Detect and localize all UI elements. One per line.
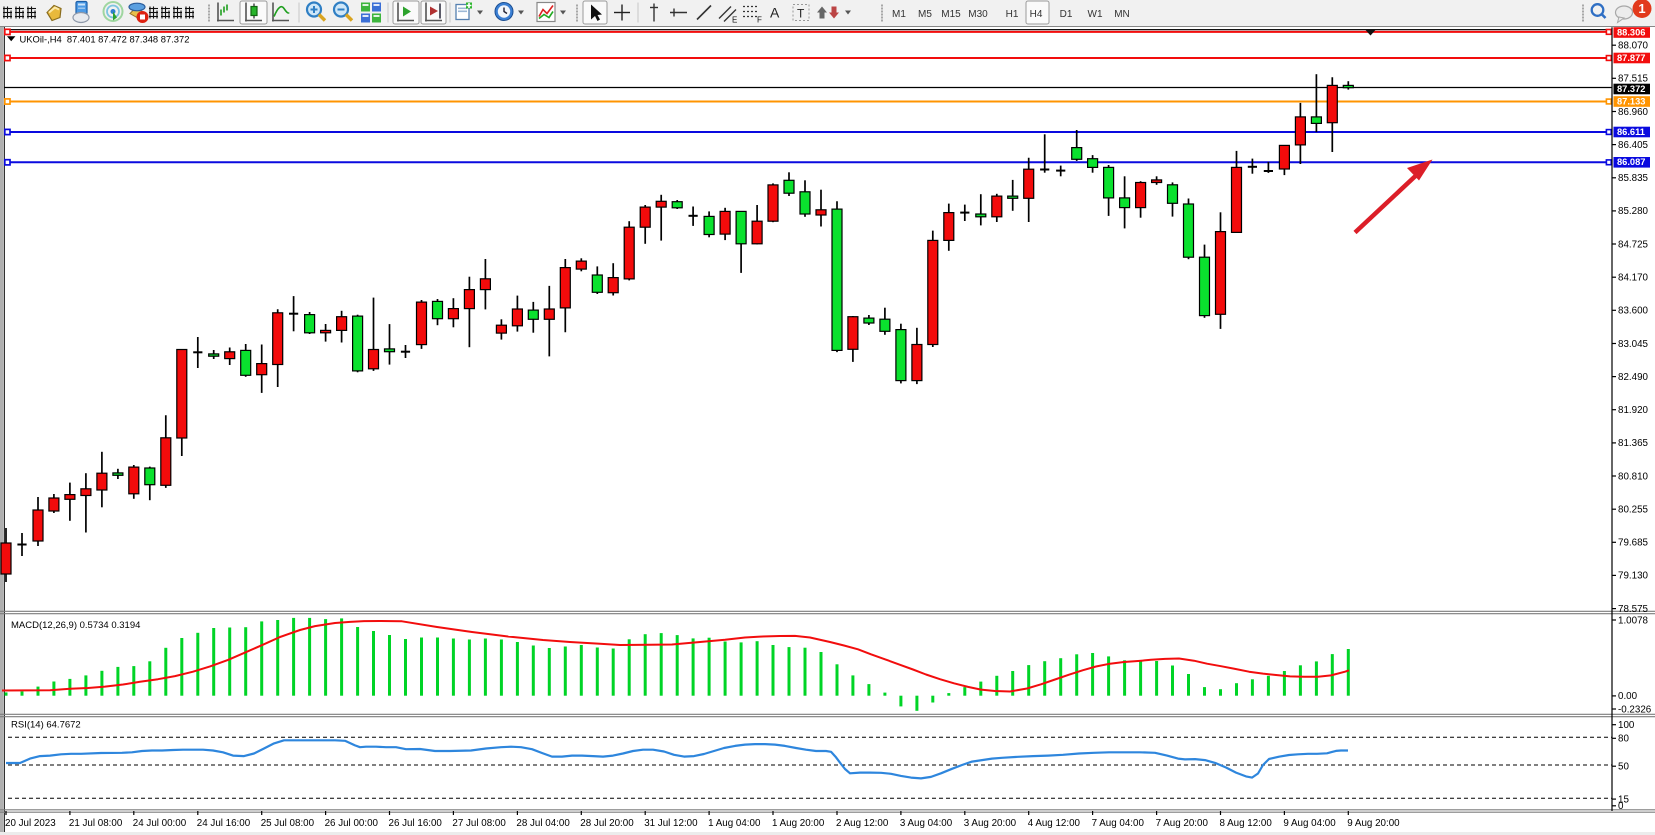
svg-text:81.920: 81.920 xyxy=(1618,405,1649,416)
svg-text:0: 0 xyxy=(1618,801,1624,812)
svg-text:86.405: 86.405 xyxy=(1618,140,1649,151)
svg-text:MACD(12,26,9) 0.5734 0.3194: MACD(12,26,9) 0.5734 0.3194 xyxy=(11,620,140,631)
svg-text:RSI(14) 64.7672: RSI(14) 64.7672 xyxy=(11,720,81,731)
svg-text:M30: M30 xyxy=(968,9,988,20)
svg-text:1 Aug 04:00: 1 Aug 04:00 xyxy=(708,818,761,829)
svg-text:1.0078: 1.0078 xyxy=(1618,615,1649,626)
svg-text:W1: W1 xyxy=(1088,9,1103,20)
svg-text:80.255: 80.255 xyxy=(1618,505,1649,516)
svg-text:50: 50 xyxy=(1618,762,1629,773)
svg-text:8 Aug 12:00: 8 Aug 12:00 xyxy=(1220,818,1273,829)
svg-text:M15: M15 xyxy=(941,9,961,20)
svg-text:87.515: 87.515 xyxy=(1618,74,1649,85)
svg-text:83.045: 83.045 xyxy=(1618,339,1649,350)
svg-text:H4: H4 xyxy=(1030,9,1043,20)
svg-text:31 Jul 12:00: 31 Jul 12:00 xyxy=(644,818,698,829)
svg-text:88.306: 88.306 xyxy=(1617,27,1645,37)
svg-text:0.00: 0.00 xyxy=(1618,691,1638,702)
svg-text:88.070: 88.070 xyxy=(1618,41,1649,52)
svg-text:100: 100 xyxy=(1618,720,1635,731)
svg-text:M1: M1 xyxy=(892,9,906,20)
svg-text:24 Jul 16:00: 24 Jul 16:00 xyxy=(197,818,251,829)
svg-text:3 Aug 04:00: 3 Aug 04:00 xyxy=(900,818,953,829)
svg-text:86.611: 86.611 xyxy=(1617,127,1645,137)
svg-text:24 Jul 00:00: 24 Jul 00:00 xyxy=(133,818,187,829)
svg-text:86.087: 86.087 xyxy=(1617,157,1645,167)
svg-text:84.725: 84.725 xyxy=(1618,239,1649,250)
svg-text:28 Jul 20:00: 28 Jul 20:00 xyxy=(580,818,634,829)
svg-text:7 Aug 20:00: 7 Aug 20:00 xyxy=(1156,818,1209,829)
svg-text:UKOil-,H4 87.401 87.472 87.34: UKOil-,H4 87.401 87.472 87.348 87.372 xyxy=(20,34,190,45)
svg-text:1: 1 xyxy=(1638,1,1645,16)
svg-text:7 Aug 04:00: 7 Aug 04:00 xyxy=(1092,818,1145,829)
svg-text:87.372: 87.372 xyxy=(1617,84,1645,94)
svg-text:78.575: 78.575 xyxy=(1618,604,1649,615)
svg-text:9 Aug 20:00: 9 Aug 20:00 xyxy=(1347,818,1400,829)
svg-text:20 Jul 2023: 20 Jul 2023 xyxy=(5,818,56,829)
svg-text:85.280: 85.280 xyxy=(1618,206,1649,217)
svg-text:26 Jul 00:00: 26 Jul 00:00 xyxy=(325,818,379,829)
svg-text:21 Jul 08:00: 21 Jul 08:00 xyxy=(69,818,123,829)
svg-text:84.170: 84.170 xyxy=(1618,273,1649,284)
svg-text:80: 80 xyxy=(1618,734,1629,745)
svg-text:86.960: 86.960 xyxy=(1618,107,1649,118)
svg-text:H1: H1 xyxy=(1006,9,1019,20)
svg-text:F: F xyxy=(757,16,762,25)
svg-text:27 Jul 08:00: 27 Jul 08:00 xyxy=(452,818,506,829)
svg-text:2 Aug 12:00: 2 Aug 12:00 xyxy=(836,818,889,829)
svg-text:-0.2326: -0.2326 xyxy=(1618,704,1652,715)
svg-text:26 Jul 16:00: 26 Jul 16:00 xyxy=(389,818,443,829)
svg-text:9 Aug 04:00: 9 Aug 04:00 xyxy=(1283,818,1336,829)
svg-text:E: E xyxy=(732,16,737,25)
svg-text:81.365: 81.365 xyxy=(1618,438,1649,449)
svg-text:A: A xyxy=(770,5,780,21)
svg-text:D1: D1 xyxy=(1060,9,1073,20)
svg-text:25 Jul 08:00: 25 Jul 08:00 xyxy=(261,818,315,829)
svg-text:T: T xyxy=(797,7,805,21)
svg-text:15: 15 xyxy=(1618,794,1629,805)
svg-text:4 Aug 12:00: 4 Aug 12:00 xyxy=(1028,818,1081,829)
svg-text:79.685: 79.685 xyxy=(1618,538,1649,549)
svg-text:80.810: 80.810 xyxy=(1618,471,1649,482)
svg-text:79.130: 79.130 xyxy=(1618,571,1649,582)
svg-text:1 Aug 20:00: 1 Aug 20:00 xyxy=(772,818,825,829)
svg-text:3 Aug 20:00: 3 Aug 20:00 xyxy=(964,818,1017,829)
svg-text:MN: MN xyxy=(1114,9,1130,20)
svg-text:83.600: 83.600 xyxy=(1618,306,1649,317)
svg-text:87.133: 87.133 xyxy=(1617,96,1645,106)
svg-text:82.490: 82.490 xyxy=(1618,372,1649,383)
svg-text:85.835: 85.835 xyxy=(1618,173,1649,184)
svg-text:87.877: 87.877 xyxy=(1617,53,1645,63)
svg-text:28 Jul 04:00: 28 Jul 04:00 xyxy=(516,818,570,829)
svg-text:M5: M5 xyxy=(918,9,932,20)
